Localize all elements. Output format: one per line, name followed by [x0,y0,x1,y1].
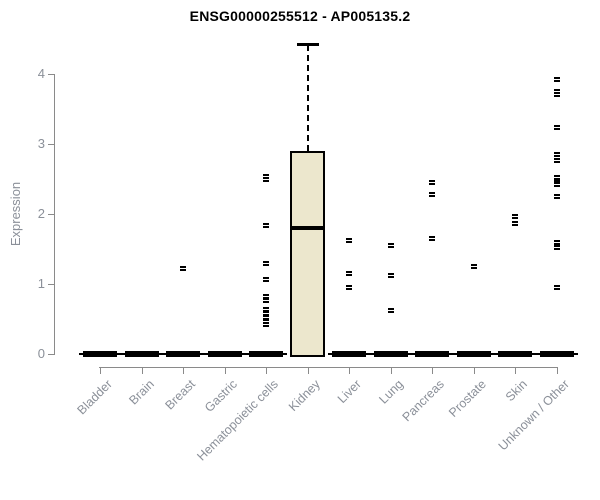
data-point [263,315,269,320]
data-point [554,152,560,157]
data-point [388,243,394,248]
x-tick [225,367,226,374]
x-tick [142,367,143,374]
y-tick [48,354,55,355]
data-point [263,177,269,182]
x-category-label: Pancreas [399,377,447,425]
boxplot-flat-bar [83,351,117,357]
data-point [263,298,269,303]
data-point [554,194,560,199]
data-point [388,273,394,278]
y-tick-label: 0 [37,346,45,361]
data-point [346,285,352,290]
x-tick [308,367,309,374]
x-category-label: Skin [502,377,530,405]
data-point [554,245,560,250]
boxplot-median [290,226,325,230]
x-category-label: Liver [334,377,364,407]
x-tick [183,367,184,374]
x-tick [391,367,392,374]
x-tick [515,367,516,374]
x-tick [432,367,433,374]
y-tick-label: 1 [37,276,45,291]
boxplot-flat-bar [125,351,159,357]
boxplot-flat-bar [332,351,366,357]
data-point [263,311,269,316]
data-point [512,214,518,219]
boxplot-flat-bar [498,351,532,357]
data-point [263,261,269,266]
data-point [554,182,560,187]
boxplot-box [290,151,325,357]
data-point [471,264,477,269]
x-category-label: Breast [162,377,198,413]
boxplot-flat-bar [166,351,200,357]
x-category-label: Prostate [446,377,489,420]
x-category-label: Lung [376,377,406,407]
x-axis-line [99,367,558,368]
y-tick-label: 4 [37,66,45,81]
y-tick [48,144,55,145]
boxplot-flat-bar [208,351,242,357]
data-point [346,238,352,243]
data-point [554,125,560,130]
data-point [263,319,269,324]
data-point [263,294,269,299]
boxplot-whisker-cap [297,43,319,46]
data-point [554,158,560,163]
data-point [429,236,435,241]
x-tick [474,367,475,374]
data-point [263,223,269,228]
y-tick-label: 2 [37,206,45,221]
data-point [263,322,269,327]
data-point [263,277,269,282]
data-point [429,192,435,197]
x-tick [557,367,558,374]
x-tick [349,367,350,374]
data-point [346,271,352,276]
y-tick [48,214,55,215]
boxplot-flat-bar [249,351,283,357]
data-point [554,240,560,245]
boxplot-flat-bar [415,351,449,357]
data-point [554,285,560,290]
boxplot-flat-bar [540,351,574,357]
y-tick [48,284,55,285]
data-point [388,308,394,313]
x-category-label: Hematopoietic cells [194,377,281,464]
data-point [429,180,435,185]
data-point [554,89,560,94]
boxplot-flat-bar [374,351,408,357]
data-point [263,174,269,179]
x-tick [266,367,267,374]
chart-title: ENSG00000255512 - AP005135.2 [189,8,411,24]
data-point [512,221,518,226]
boxplot-flat-bar [457,351,491,357]
x-category-label: Kidney [285,377,323,414]
y-tick-label: 3 [37,136,45,151]
x-category-label: Bladder [74,377,115,418]
data-point [554,77,560,82]
data-point [180,266,186,271]
boxplot-whisker [307,45,309,151]
data-point [554,175,560,180]
data-point [554,92,560,97]
x-category-label: Brain [126,377,157,408]
x-tick [100,367,101,374]
data-point [263,307,269,312]
x-category-label: Gastric [202,377,240,415]
y-tick [48,74,55,75]
